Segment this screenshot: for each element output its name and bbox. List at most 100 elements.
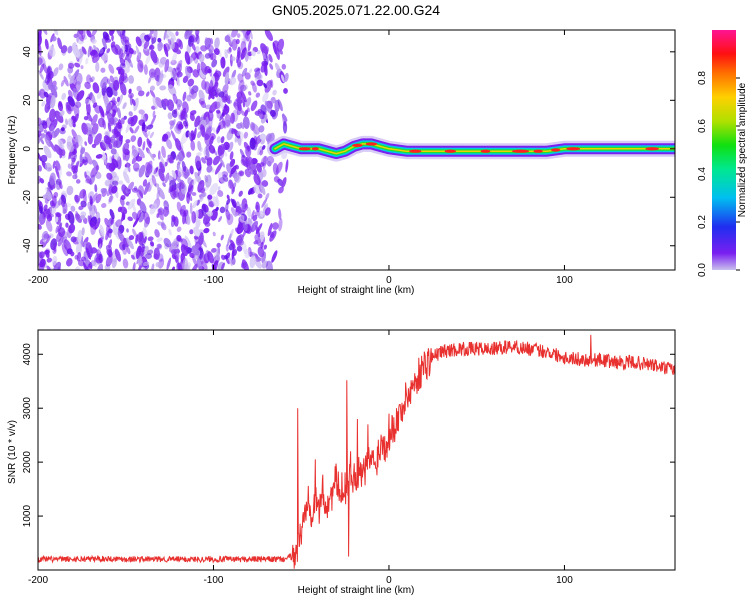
spectrogram-noise-point: [96, 91, 102, 100]
spectrogram-noise-point: [175, 138, 182, 151]
spectrogram-noise-point: [142, 261, 150, 267]
spectrogram-noise-point: [177, 164, 185, 178]
spectrogram-noise-point: [90, 192, 98, 206]
spectrogram-noise-point: [189, 202, 193, 215]
spectrogram-noise-point: [63, 239, 72, 253]
spectrogram-y-ticks: -40 -20 0 20 40: [22, 46, 675, 253]
spectrogram-noise-point: [226, 194, 230, 200]
spectrogram-noise-point: [173, 216, 179, 227]
spectrogram-noise-point: [256, 50, 261, 55]
snr-x-ticks: -200 -100 0 100: [28, 330, 573, 586]
spectrogram-noise-point: [283, 87, 288, 94]
spectrogram-noise-point: [230, 112, 235, 124]
spectrogram-noise-point: [149, 89, 156, 98]
spectrogram-noise-point: [224, 49, 228, 59]
spectrogram-noise-point: [272, 40, 279, 48]
spectrogram-noise-point: [165, 138, 173, 150]
spectrogram-noise-point: [67, 62, 75, 69]
spectrogram-noise-point: [216, 125, 221, 134]
spectrogram-noise-point: [128, 111, 133, 117]
spectrogram-noise-point: [200, 45, 208, 52]
spectrogram-noise-point: [278, 186, 284, 194]
spectrogram-noise-point: [80, 65, 84, 70]
spectrogram-noise-point: [74, 194, 81, 203]
spectrogram-noise-point: [201, 203, 207, 217]
spectrogram-noise-point: [208, 89, 215, 100]
spectrogram-noise-point: [79, 153, 83, 164]
spectrogram-noise-point: [61, 92, 67, 101]
spectrogram-noise-point: [107, 122, 112, 132]
spectrogram-noise-point: [194, 155, 202, 169]
spectrogram-noise-point: [89, 195, 93, 206]
spectrogram-noise-point: [238, 79, 245, 93]
spectrogram-noise-point: [111, 180, 119, 187]
spectrogram-noise-point: [226, 213, 234, 226]
spectrogram-noise-point: [271, 250, 278, 263]
spectrogram-noise-point: [182, 257, 189, 270]
spectrogram-noise-point: [188, 131, 192, 141]
spectrogram-noise-point: [76, 252, 82, 262]
spectrogram-noise-point: [257, 256, 262, 262]
ridge-hotspot: [311, 147, 319, 151]
snr-x-label: Height of straight line (km): [298, 585, 415, 596]
spectrogram-noise-point: [149, 44, 155, 51]
spectrogram-noise-point: [167, 112, 173, 120]
ridge-hotspot: [352, 143, 363, 147]
spectrogram-noise-point: [147, 130, 151, 137]
spectrogram-noise-point: [252, 82, 257, 93]
ridge-hotspot: [551, 148, 561, 152]
spectrogram-noise-point: [248, 91, 252, 96]
spectrogram-noise-point: [244, 168, 251, 178]
spectrogram-noise-point: [171, 170, 177, 179]
spectrogram-noise-point: [93, 133, 102, 146]
spectrogram-noise-point: [226, 198, 231, 205]
spectrogram-noise-point: [43, 204, 48, 212]
spectrogram-noise-point: [65, 222, 69, 228]
spectrogram-noise-point: [104, 179, 111, 187]
spectrogram-noise-point: [57, 222, 63, 233]
spectrogram-noise-point: [194, 171, 202, 185]
spectrogram-noise-point: [79, 158, 85, 168]
spectrogram-noise-point: [230, 239, 236, 249]
spectrogram-noise-point: [88, 191, 94, 200]
spectrogram-noise-point: [137, 136, 143, 148]
spectrogram-noise-point: [184, 117, 189, 127]
spectrogram-noise-point: [158, 60, 165, 68]
spectrogram-noise-point: [229, 151, 234, 161]
spectrogram-noise-point: [237, 73, 244, 83]
spectrogram-noise-point: [128, 92, 134, 99]
spectrogram-y-tick-label: 20: [22, 94, 33, 106]
spectrogram-noise-point: [46, 257, 52, 263]
spectrogram-noise-point: [241, 38, 246, 45]
spectrogram-x-ticks: -200 -100 0 100: [28, 30, 573, 286]
spectrogram-noise-point: [215, 206, 219, 212]
spectrogram-noise-point: [117, 118, 122, 129]
spectrogram-noise-point: [261, 180, 269, 187]
spectrogram-noise-point: [137, 147, 145, 159]
spectrogram-noise-point: [239, 214, 245, 223]
colorbar-tick-label: 0.2: [697, 215, 708, 229]
spectrogram-noise-point: [236, 96, 244, 105]
spectrogram-noise-point: [63, 75, 69, 87]
spectrogram-noise-point: [154, 229, 160, 238]
spectrogram-noise-point: [43, 145, 52, 159]
spectrogram-noise-point: [89, 203, 96, 218]
spectrogram-noise-point: [143, 236, 147, 244]
spectrogram-y-tick-label: -40: [22, 238, 33, 253]
spectrogram-noise-point: [101, 53, 109, 62]
spectrogram-noise-point: [171, 109, 178, 118]
spectrogram-noise-point: [170, 68, 177, 80]
spectrogram-noise-point: [236, 245, 243, 252]
spectrogram-noise-point: [278, 218, 283, 232]
spectrogram-noise-point: [275, 161, 283, 174]
spectrogram-noise-point: [150, 241, 155, 247]
spectrogram-noise-point: [217, 186, 221, 191]
spectrogram-noise-point: [38, 211, 46, 225]
spectrogram-noise-point: [105, 255, 113, 267]
spectrogram-noise-point: [87, 116, 91, 122]
spectrogram-noise-point: [110, 148, 117, 155]
spectrogram-noise-point: [100, 109, 105, 120]
spectrogram-noise-point: [44, 134, 52, 148]
spectrogram-noise-point: [108, 249, 113, 258]
spectrogram-y-tick-label: 40: [22, 46, 33, 58]
